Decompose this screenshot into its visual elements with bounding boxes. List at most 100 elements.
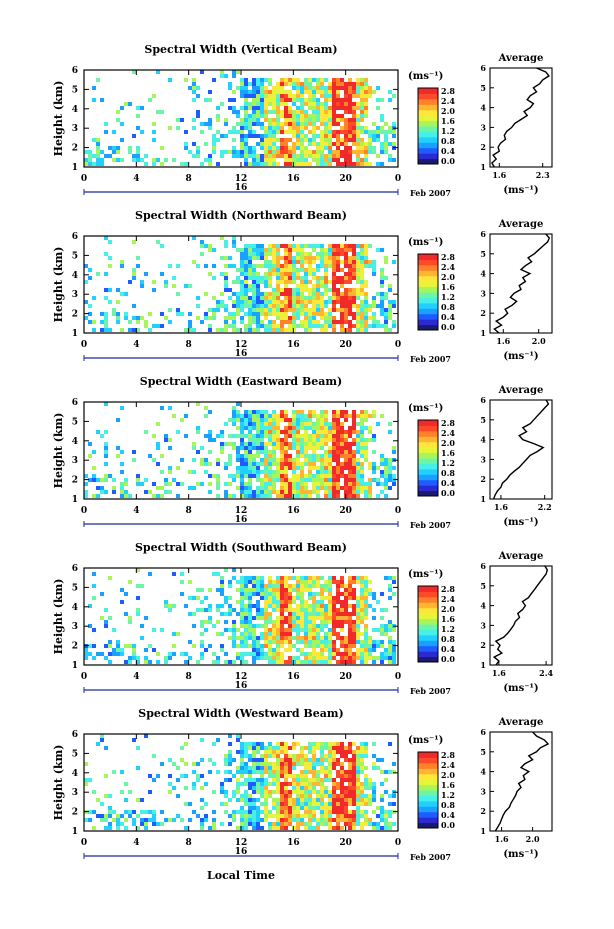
heatmap-cell	[360, 604, 364, 608]
heatmap-cell	[376, 422, 380, 426]
heatmap-cell	[276, 648, 280, 652]
colorbar-swatch	[418, 773, 438, 780]
heatmap-cell	[376, 130, 380, 134]
heatmap-cell	[332, 802, 336, 806]
heatmap-cell	[324, 624, 328, 628]
heatmap-cell	[388, 422, 392, 426]
heatmap-cell	[288, 422, 292, 426]
heatmap-cell	[112, 146, 116, 150]
heatmap-cell	[100, 320, 104, 324]
heatmap-cell	[288, 98, 292, 102]
heatmap-cell	[160, 312, 164, 316]
heatmap-cell	[168, 652, 172, 656]
heatmap-cell	[256, 438, 260, 442]
heatmap-cell	[132, 738, 136, 742]
heatmap-cell	[256, 818, 260, 822]
heatmap-cell	[272, 620, 276, 624]
heatmap-cell	[304, 826, 308, 830]
heatmap-cell	[204, 596, 208, 600]
heatmap-cell	[268, 154, 272, 158]
heatmap-cell	[264, 114, 268, 118]
heatmap-cell	[344, 482, 348, 486]
heatmap-cell	[332, 284, 336, 288]
heatmap-cell	[384, 296, 388, 300]
heatmap-cell	[232, 304, 236, 308]
heatmap-cell	[360, 474, 364, 478]
heatmap-cell	[368, 648, 372, 652]
heatmap-cell	[172, 604, 176, 608]
heatmap-cell	[244, 576, 248, 580]
heatmap-cell	[296, 762, 300, 766]
heatmap-cell	[352, 770, 356, 774]
heatmap-cell	[380, 818, 384, 822]
heatmap-cell	[160, 822, 164, 826]
heatmap-cell	[308, 742, 312, 746]
heatmap-cell	[112, 628, 116, 632]
heatmap-cell	[292, 154, 296, 158]
heatmap-cell	[272, 474, 276, 478]
heatmap-cell	[364, 774, 368, 778]
heatmap-cell	[380, 142, 384, 146]
colorbar-unit: (ms⁻¹)	[408, 403, 443, 414]
heatmap-cell	[256, 746, 260, 750]
heatmap-cell	[264, 426, 268, 430]
colorbar: (ms⁻¹)2.82.42.01.61.20.80.40.0	[408, 569, 455, 664]
heatmap-cell	[256, 154, 260, 158]
heatmap-cell	[296, 284, 300, 288]
heatmap-cell	[196, 86, 200, 90]
heatmap-cell	[252, 264, 256, 268]
heatmap-cell	[100, 592, 104, 596]
heatmap-cell	[260, 324, 264, 328]
heatmap-cell	[352, 292, 356, 296]
average-y-tick-label: 4	[480, 269, 486, 279]
colorbar-swatch	[418, 602, 438, 609]
heatmap-cell	[244, 454, 248, 458]
heatmap-cell	[312, 806, 316, 810]
x-tick-label: 12	[235, 174, 248, 184]
heatmap-cell	[240, 620, 244, 624]
heatmap-cell	[328, 446, 332, 450]
heatmap-cell	[292, 110, 296, 114]
heatmap-cell	[248, 470, 252, 474]
heatmap-cell	[316, 264, 320, 268]
heatmap-cell	[268, 450, 272, 454]
heatmap-cell	[252, 826, 256, 830]
heatmap-cell	[196, 264, 200, 268]
heatmap-cell	[332, 656, 336, 660]
colorbar-swatch	[418, 447, 438, 454]
heatmap-cell	[136, 482, 140, 486]
heatmap-cell	[284, 632, 288, 636]
y-tick-label: 5	[72, 251, 78, 261]
heatmap-cell	[128, 320, 132, 324]
heatmap-cell	[168, 470, 172, 474]
heatmap-cell	[120, 138, 124, 142]
heatmap-cell	[308, 778, 312, 782]
heatmap-cell	[388, 660, 392, 664]
heatmap-cell	[208, 122, 212, 126]
heatmap-cell	[264, 430, 268, 434]
heatmap-cell	[252, 628, 256, 632]
heatmap-cell	[260, 766, 264, 770]
heatmap-cell	[284, 90, 288, 94]
heatmap-cell	[232, 292, 236, 296]
heatmap-cell	[328, 110, 332, 114]
heatmap-cell	[272, 814, 276, 818]
heatmap-cell	[120, 770, 124, 774]
heatmap-cell	[380, 806, 384, 810]
heatmap-cell	[280, 122, 284, 126]
heatmap-cell	[292, 142, 296, 146]
heatmap-cell	[372, 264, 376, 268]
heatmap-cell	[332, 466, 336, 470]
heatmap-cell	[256, 648, 260, 652]
heatmap-cell	[388, 284, 392, 288]
heatmap-cell	[284, 410, 288, 414]
heatmap-cell	[264, 584, 268, 588]
heatmap-cell	[304, 490, 308, 494]
heatmap-cell	[128, 280, 132, 284]
heatmap-cell	[228, 316, 232, 320]
heatmap-cell	[372, 466, 376, 470]
heatmap-cell	[92, 162, 96, 166]
heatmap-cell	[132, 154, 136, 158]
heatmap-cell	[284, 328, 288, 332]
heatmap-cell	[344, 648, 348, 652]
